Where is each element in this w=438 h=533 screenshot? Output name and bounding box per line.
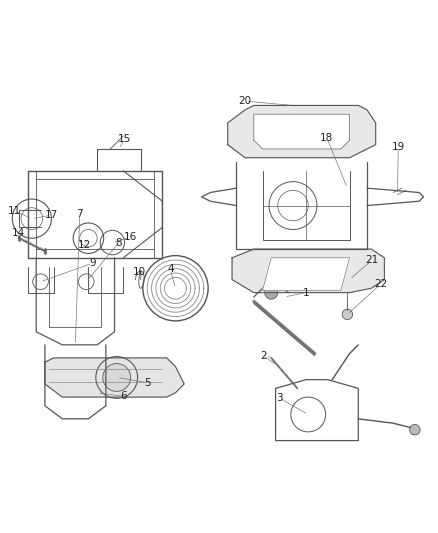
- Text: 11: 11: [8, 206, 21, 216]
- Text: 14: 14: [12, 228, 25, 238]
- Circle shape: [410, 424, 420, 435]
- Polygon shape: [262, 258, 350, 290]
- Text: 21: 21: [366, 255, 379, 265]
- Circle shape: [342, 309, 353, 320]
- Text: 3: 3: [276, 393, 283, 403]
- Text: 12: 12: [78, 240, 91, 250]
- Text: 4: 4: [167, 264, 173, 274]
- Text: 9: 9: [89, 258, 96, 268]
- Text: 17: 17: [45, 210, 58, 220]
- Text: 10: 10: [133, 266, 146, 277]
- Text: 2: 2: [260, 351, 267, 361]
- Text: 16: 16: [124, 232, 137, 242]
- Polygon shape: [228, 106, 376, 158]
- Text: 7: 7: [76, 209, 83, 219]
- Circle shape: [265, 286, 278, 299]
- Polygon shape: [45, 358, 184, 397]
- Text: 5: 5: [144, 378, 151, 387]
- Polygon shape: [232, 249, 385, 293]
- Text: 18: 18: [320, 133, 334, 143]
- Text: 8: 8: [116, 238, 122, 247]
- Circle shape: [103, 364, 131, 391]
- Text: 19: 19: [392, 142, 405, 152]
- Polygon shape: [254, 114, 350, 149]
- Text: 22: 22: [374, 279, 388, 289]
- Text: 6: 6: [120, 391, 127, 401]
- Text: 1: 1: [303, 288, 309, 297]
- Text: 20: 20: [239, 96, 252, 106]
- Text: 15: 15: [118, 134, 131, 144]
